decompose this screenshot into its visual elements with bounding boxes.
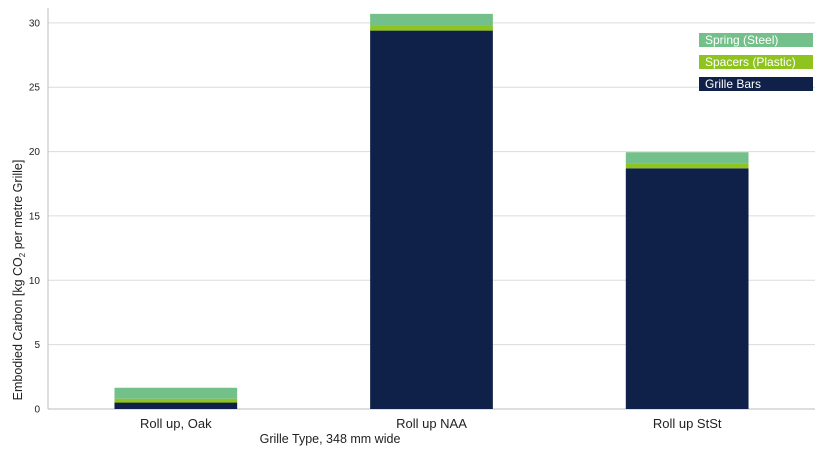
bar-segment (114, 402, 238, 409)
legend: Spring (Steel) Spacers (Plastic) Grille Ba… (699, 33, 813, 91)
legend-label: Spacers (Plastic) (705, 55, 796, 69)
x-tick-label: Roll up StSt (653, 416, 722, 431)
y-axis-title-part2: per metre Grille] (11, 160, 25, 253)
bar-segment (370, 13, 493, 26)
bar-segment (370, 25, 493, 31)
bar-segment (370, 30, 493, 410)
bar-segment (114, 398, 238, 403)
legend-swatch (699, 55, 813, 69)
x-tick-label: Roll up, Oak (140, 416, 212, 431)
bars (114, 13, 749, 410)
legend-label: Grille Bars (705, 77, 761, 91)
bar-segment (114, 387, 238, 399)
x-axis-title: Grille Type, 348 mm wide (260, 432, 401, 446)
y-tick-label: 20 (29, 147, 41, 158)
y-tick-label: 30 (29, 18, 41, 29)
y-axis-title-part1: Embodied Carbon [kg CO (11, 257, 25, 400)
bar-segment (625, 168, 749, 409)
bar-segment (625, 163, 749, 169)
y-tick-label: 15 (29, 211, 41, 222)
bar-segment (625, 152, 749, 164)
x-tick-label: Roll up NAA (396, 416, 467, 431)
y-tick-label: 10 (29, 276, 41, 287)
y-axis-title: Embodied Carbon [kg CO2 per metre Grille… (11, 160, 27, 401)
legend-swatch (699, 33, 813, 47)
legend-label: Spring (Steel) (705, 33, 778, 47)
legend-swatch (699, 77, 813, 91)
y-axis-title-subscript: 2 (18, 252, 27, 257)
category-labels: Roll up, Oak Roll up NAA Roll up StSt (140, 416, 722, 431)
y-tick-label: 0 (34, 405, 40, 416)
y-tick-label: 5 (34, 340, 40, 351)
y-tick-label: 25 (29, 83, 41, 94)
